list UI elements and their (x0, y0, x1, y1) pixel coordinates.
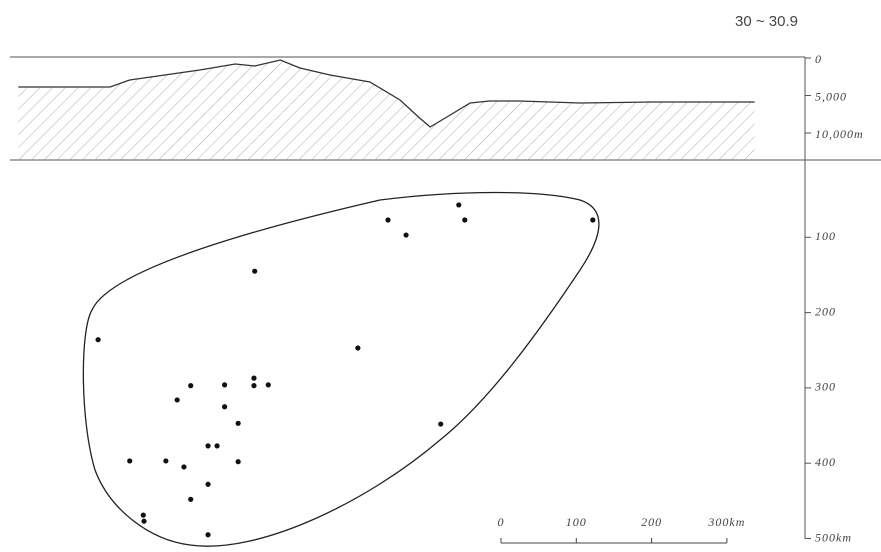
hypocenter (252, 268, 258, 274)
hypocenter (438, 421, 444, 427)
hypocenter (127, 458, 133, 464)
hypocenter (181, 464, 187, 470)
y-tick-label: 500km (815, 530, 852, 544)
hypocenter (188, 496, 194, 502)
hypocenter (163, 458, 169, 464)
hypocenter (141, 518, 147, 524)
scale-label: 0 (498, 515, 505, 529)
hypocenter (222, 382, 228, 388)
hypocenter (140, 512, 146, 518)
y-tick-label: 200 (815, 304, 836, 318)
y-tick-label: 10,000m (815, 127, 864, 141)
topography-profile (18, 59, 755, 128)
hypocenter (205, 481, 211, 487)
y-tick-label: 100 (815, 229, 836, 243)
hypocenter (385, 217, 391, 223)
hypocenter (188, 383, 194, 389)
hypocenter (205, 532, 211, 538)
hypocenter (462, 217, 468, 223)
scale-label: 300km (707, 515, 745, 529)
hypocenter (214, 443, 220, 449)
y-tick-label: 400 (815, 455, 836, 469)
hypocenter (222, 404, 228, 410)
hypocenter (265, 382, 271, 388)
y-tick-label: 5,000 (815, 89, 847, 103)
y-tick-label: 0 (815, 52, 822, 66)
chart-title: 30 ~ 30.9 (735, 13, 798, 30)
hypocenter (456, 202, 462, 208)
y-tick-label: 300 (814, 380, 836, 394)
hypocenter (403, 232, 409, 238)
scale-label: 200 (641, 515, 662, 529)
hypocenter (95, 337, 101, 343)
hypocenter (251, 383, 257, 389)
hypocenter (590, 217, 596, 223)
hypocenter (251, 375, 257, 381)
hypocenter (205, 443, 211, 449)
hypocenter (235, 459, 241, 465)
hypocenter (174, 397, 180, 403)
hypocenter (235, 420, 241, 426)
scale-label: 100 (566, 515, 587, 529)
hypocenter (355, 345, 361, 351)
hatched-crust (18, 60, 755, 160)
cluster-outline (82, 191, 600, 547)
